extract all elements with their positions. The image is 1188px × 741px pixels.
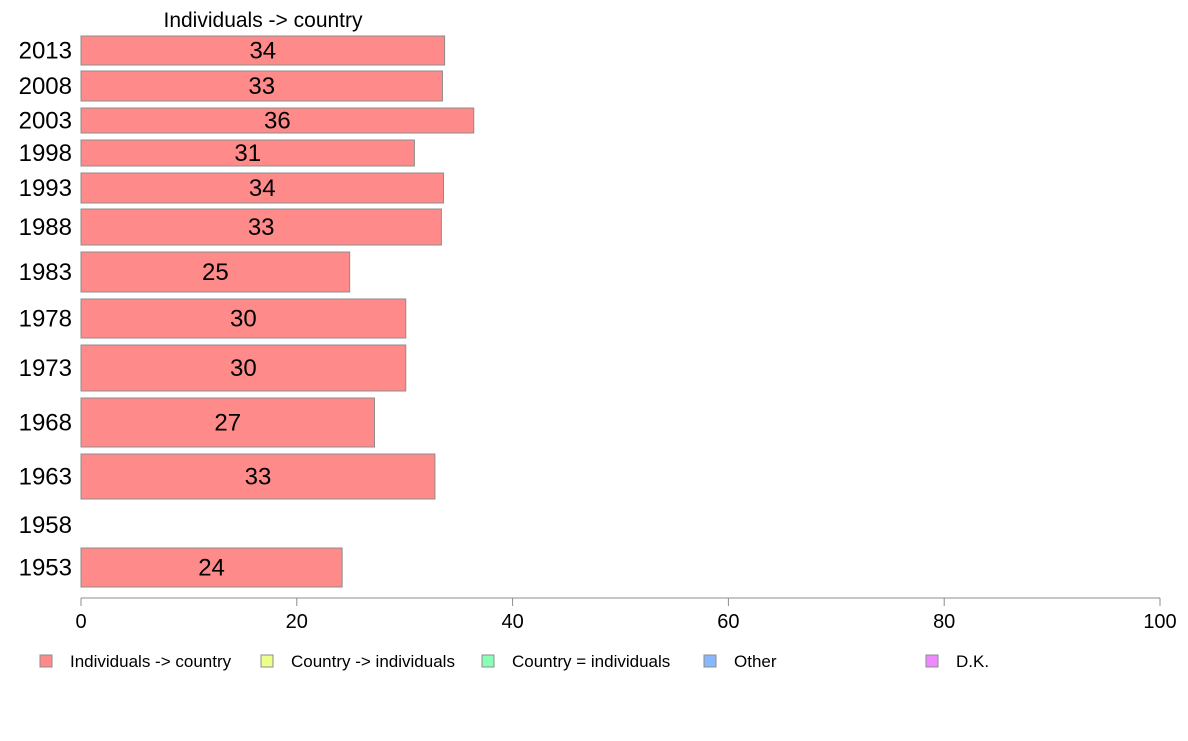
x-tick-label: 80 xyxy=(933,611,955,633)
legend-swatch xyxy=(481,654,495,668)
bar-value-label: 31 xyxy=(234,140,261,167)
bar-value-label: 33 xyxy=(245,464,272,491)
category-label: 2013 xyxy=(19,38,72,65)
legend-label: Country = individuals xyxy=(512,652,670,671)
bar xyxy=(80,139,415,167)
bar-value-label: 34 xyxy=(249,38,276,65)
chart-title: Individuals -> country xyxy=(163,9,363,32)
legend-label: Individuals -> country xyxy=(70,652,232,671)
legend-label: D.K. xyxy=(956,652,989,671)
bar xyxy=(80,397,375,448)
x-tick-label: 100 xyxy=(1143,611,1176,633)
bar xyxy=(80,453,436,500)
bar xyxy=(80,251,351,293)
legend: Individuals -> country Country -> individ… xyxy=(39,652,989,671)
category-label: 1993 xyxy=(19,175,72,202)
bars-group: 2013 34 2008 33 2003 36 1998 31 1993 34 1988 33 1983… xyxy=(19,35,475,588)
category-label: 1953 xyxy=(19,555,72,582)
legend-swatch xyxy=(703,654,717,668)
bar-value-label: 34 xyxy=(249,175,276,202)
legend-swatch xyxy=(260,654,274,668)
bar xyxy=(80,35,446,66)
category-label: 2008 xyxy=(19,73,72,100)
category-label: 1968 xyxy=(19,410,72,437)
x-axis: 0 20 40 60 80 100 xyxy=(75,597,1177,633)
x-tick-label: 60 xyxy=(717,611,739,633)
legend-swatch xyxy=(925,654,939,668)
bar-value-label: 27 xyxy=(214,410,241,437)
bar-value-label: 30 xyxy=(230,355,257,382)
bar xyxy=(80,344,407,392)
x-tick-label: 40 xyxy=(501,611,523,633)
legend-swatch xyxy=(39,654,53,668)
x-tick-label: 20 xyxy=(286,611,308,633)
bar xyxy=(80,70,443,102)
category-label: 1973 xyxy=(19,355,72,382)
category-label: 1958 xyxy=(19,512,72,539)
bar-value-label: 33 xyxy=(248,214,275,241)
category-label: 1983 xyxy=(19,259,72,286)
bar-value-label: 33 xyxy=(248,73,275,100)
bar xyxy=(80,547,343,588)
bar xyxy=(80,172,445,204)
bar-value-label: 24 xyxy=(198,555,225,582)
bar xyxy=(80,298,407,339)
x-tick-label: 0 xyxy=(75,611,86,633)
category-label: 1963 xyxy=(19,464,72,491)
category-label: 1978 xyxy=(19,306,72,333)
category-label: 1998 xyxy=(19,140,72,167)
bar xyxy=(80,107,475,134)
category-label: 2003 xyxy=(19,108,72,135)
legend-label: Country -> individuals xyxy=(291,652,455,671)
bar-value-label: 30 xyxy=(230,306,257,333)
legend-label: Other xyxy=(734,652,777,671)
bar xyxy=(80,208,442,246)
bar-value-label: 36 xyxy=(264,108,291,135)
bar-value-label: 25 xyxy=(202,259,229,286)
category-label: 1988 xyxy=(19,214,72,241)
